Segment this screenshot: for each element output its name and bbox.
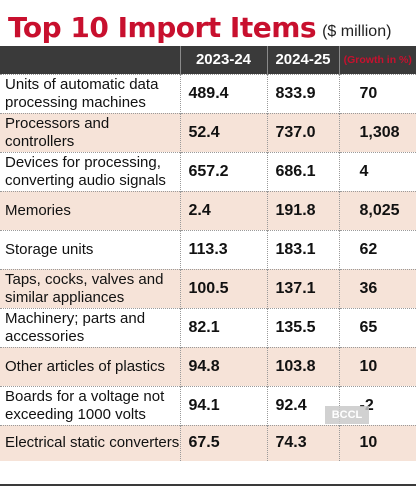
table-row: Other articles of plastics 94.8 103.8 10 — [0, 346, 416, 386]
value-2024-25: 74.3 — [267, 424, 340, 461]
table-row: Boards for a voltage not exceeding 1000 … — [0, 385, 416, 425]
header-item — [0, 46, 181, 74]
bottom-divider — [0, 484, 416, 486]
value-2024-25: 183.1 — [267, 229, 340, 269]
value-2024-25: 833.9 — [267, 73, 340, 113]
value-2023-24: 94.1 — [180, 385, 268, 425]
value-2023-24: 52.4 — [180, 112, 268, 152]
growth-value: 1,308 — [339, 112, 416, 152]
item-name: Other articles of plastics — [0, 346, 181, 386]
title-bar: Top 10 Import Items ($ million) — [0, 0, 416, 46]
item-name: Devices for processing, converting audio… — [0, 151, 181, 191]
table-row: Memories 2.4 191.8 8,025 — [0, 190, 416, 230]
value-2024-25: 191.8 — [267, 190, 340, 230]
growth-value: 70 — [339, 73, 416, 113]
value-2024-25: 686.1 — [267, 151, 340, 191]
value-2023-24: 657.2 — [180, 151, 268, 191]
growth-value: 62 — [339, 229, 416, 269]
value-2023-24: 489.4 — [180, 73, 268, 113]
value-2024-25: 737.0 — [267, 112, 340, 152]
value-2024-25: 103.8 — [267, 346, 340, 386]
item-name: Units of automatic data processing machi… — [0, 73, 181, 113]
growth-value: -2 — [339, 385, 416, 425]
item-name: Taps, cocks, valves and similar applianc… — [0, 268, 181, 308]
watermark: BCCL — [325, 406, 369, 424]
item-name: Processors and controllers — [0, 112, 181, 152]
item-name: Storage units — [0, 229, 181, 269]
growth-value: 8,025 — [339, 190, 416, 230]
table-row: Devices for processing, converting audio… — [0, 151, 416, 191]
header-2024-25: 2024-25 — [267, 46, 340, 74]
title-unit: ($ million) — [322, 23, 392, 40]
item-name: Memories — [0, 190, 181, 230]
growth-value: 65 — [339, 307, 416, 347]
growth-value: 4 — [339, 151, 416, 191]
table-row: Storage units 113.3 183.1 62 — [0, 229, 416, 269]
growth-value: 36 — [339, 268, 416, 308]
value-2024-25: 137.1 — [267, 268, 340, 308]
value-2024-25: 135.5 — [267, 307, 340, 347]
table-row: Processors and controllers 52.4 737.0 1,… — [0, 112, 416, 152]
value-2023-24: 94.8 — [180, 346, 268, 386]
growth-value: 10 — [339, 424, 416, 461]
value-2023-24: 100.5 — [180, 268, 268, 308]
table-row: Units of automatic data processing machi… — [0, 73, 416, 113]
header-2023-24: 2023-24 — [180, 46, 268, 74]
import-items-table: 2023-24 2024-25 (Growth in %) Units of a… — [0, 46, 416, 461]
table-row: Electrical static converters 67.5 74.3 1… — [0, 424, 416, 461]
item-name: Boards for a voltage not exceeding 1000 … — [0, 385, 181, 425]
table-row: Taps, cocks, valves and similar applianc… — [0, 268, 416, 308]
value-2023-24: 113.3 — [180, 229, 268, 269]
item-name: Machinery; parts and accessories — [0, 307, 181, 347]
growth-value: 10 — [339, 346, 416, 386]
header-growth: (Growth in %) — [339, 46, 416, 74]
value-2023-24: 67.5 — [180, 424, 268, 461]
value-2023-24: 82.1 — [180, 307, 268, 347]
item-name: Electrical static converters — [0, 424, 181, 461]
table-header-row: 2023-24 2024-25 (Growth in %) — [0, 46, 416, 74]
value-2023-24: 2.4 — [180, 190, 268, 230]
page-title: Top 10 Import Items — [8, 11, 317, 44]
table-row: Machinery; parts and accessories 82.1 13… — [0, 307, 416, 347]
